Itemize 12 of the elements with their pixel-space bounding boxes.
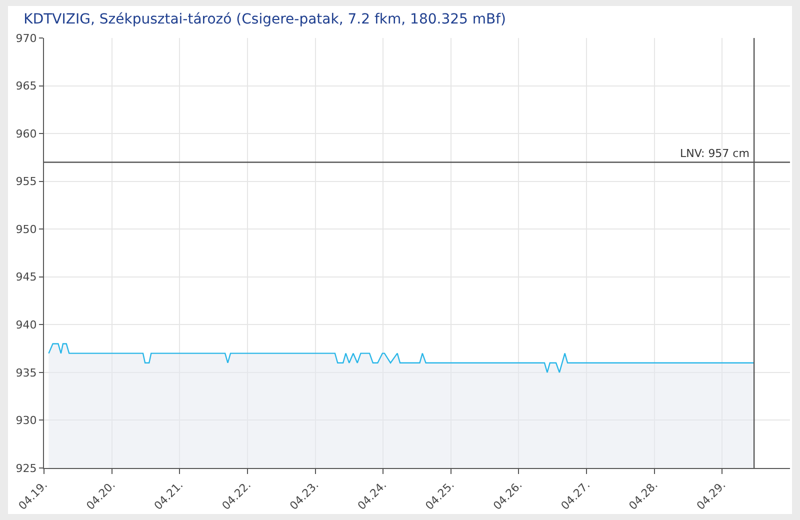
y-tick-label: 955 xyxy=(16,175,37,188)
y-tick-label: 960 xyxy=(16,127,37,140)
ref-line-label: LNV: 957 cm xyxy=(680,147,750,160)
y-tick-label: 930 xyxy=(16,414,37,428)
y-tick-label: 965 xyxy=(16,80,37,93)
chart-title: KDTVIZIG, Székpusztai-tározó (Csigere-patak, 7.2 fkm, 180.325 mBf) xyxy=(24,11,506,28)
y-tick-label: 925 xyxy=(16,462,37,475)
y-tick-label: 940 xyxy=(16,318,37,332)
y-tick-label: 935 xyxy=(16,366,37,380)
y-tick-label: 950 xyxy=(16,222,37,236)
y-tick-label: 945 xyxy=(16,270,37,284)
y-tick-label: 970 xyxy=(16,32,37,45)
